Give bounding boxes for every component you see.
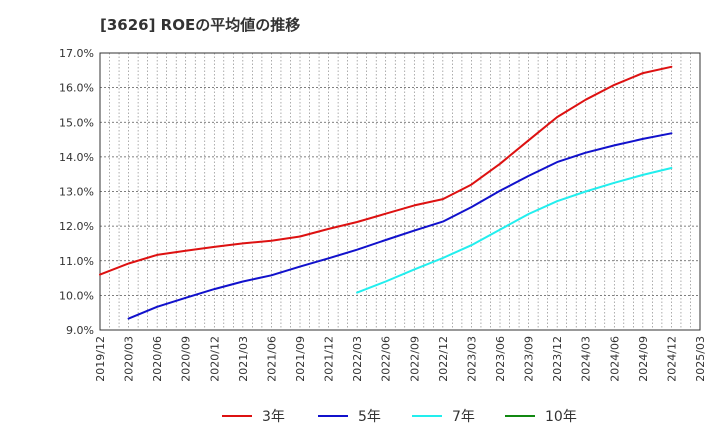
x-tick-label: 2023/03 — [465, 336, 478, 382]
x-tick-label: 2023/09 — [523, 336, 536, 382]
gridlines — [99, 52, 701, 331]
legend-swatch-5y — [318, 415, 348, 417]
x-tick-label: 2023/06 — [494, 336, 507, 382]
y-axis-tick-labels: 9.0% 10.0% 11.0% 12.0% 13.0% 14.0% 15.0% 16.0% 1… — [59, 47, 94, 337]
legend-item-5y: 5年 — [318, 404, 381, 428]
plot-area-border — [99, 52, 701, 331]
legend: 3年 5年 7年 10年 — [0, 404, 720, 428]
legend-label-7y: 7年 — [452, 409, 475, 425]
x-tick-label: 2020/12 — [208, 336, 221, 382]
x-tick-label: 2020/03 — [123, 336, 136, 382]
legend-swatch-7y — [412, 415, 442, 417]
y-tick-label: 16.0% — [59, 82, 94, 95]
legend-item-7y: 7年 — [412, 404, 475, 428]
y-tick-label: 9.0% — [66, 324, 94, 337]
x-tick-label: 2024/09 — [637, 336, 650, 382]
legend-label-5y: 5年 — [358, 409, 381, 425]
legend-swatch-3y — [222, 415, 252, 417]
legend-label-3y: 3年 — [262, 409, 285, 425]
x-tick-label: 2021/09 — [294, 336, 307, 382]
x-tick-label: 2019/12 — [94, 336, 107, 382]
y-tick-label: 14.0% — [59, 151, 94, 164]
series-line-3年 — [99, 65, 673, 276]
x-tick-label: 2020/09 — [180, 336, 193, 382]
y-tick-label: 17.0% — [59, 47, 94, 60]
legend-item-10y: 10年 — [505, 404, 577, 428]
x-tick-label: 2022/12 — [437, 336, 450, 382]
x-tick-label: 2022/03 — [351, 336, 364, 382]
x-axis-tick-labels: 2019/12 2020/03 2020/06 2020/09 2020/12 2021/… — [94, 336, 707, 382]
x-tick-label: 2025/03 — [694, 336, 707, 382]
legend-item-3y: 3年 — [222, 404, 285, 428]
x-tick-label: 2022/09 — [408, 336, 421, 382]
x-tick-label: 2020/06 — [151, 336, 164, 382]
series-lines — [99, 65, 673, 320]
x-tick-label: 2024/03 — [580, 336, 593, 382]
y-tick-label: 15.0% — [59, 116, 94, 129]
chart-title: [3626] ROEの平均値の推移 — [100, 16, 301, 34]
y-tick-label: 13.0% — [59, 186, 94, 199]
x-tick-label: 2023/12 — [551, 336, 564, 382]
x-tick-label: 2024/06 — [608, 336, 621, 382]
x-tick-label: 2022/06 — [380, 336, 393, 382]
x-tick-label: 2021/12 — [323, 336, 336, 382]
y-tick-label: 12.0% — [59, 220, 94, 233]
series-line-7年 — [356, 167, 673, 294]
x-tick-label: 2024/12 — [665, 336, 678, 382]
y-tick-label: 10.0% — [59, 289, 94, 302]
x-tick-label: 2021/06 — [265, 336, 278, 382]
series-line-5年 — [127, 132, 673, 320]
legend-label-10y: 10年 — [545, 409, 577, 425]
legend-swatch-10y — [505, 415, 535, 417]
y-tick-label: 11.0% — [59, 255, 94, 268]
x-tick-label: 2021/03 — [237, 336, 250, 382]
